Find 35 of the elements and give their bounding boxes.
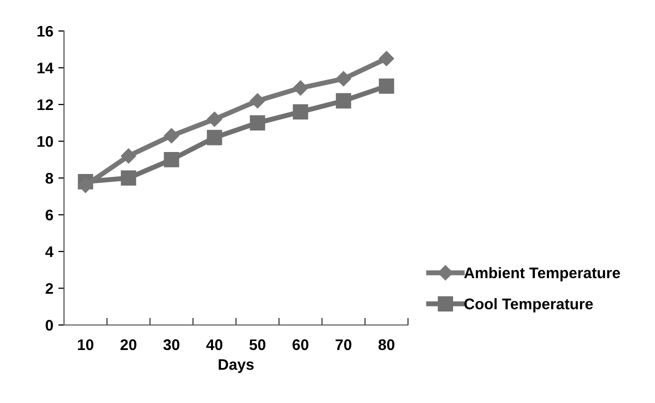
y-tick-label: 4: [45, 246, 54, 258]
x-tick-label: 50: [249, 339, 266, 350]
y-tick-label: 16: [38, 26, 54, 37]
x-tick-label: 40: [206, 339, 222, 350]
point: [206, 130, 222, 146]
y-tick-label: 0: [46, 320, 53, 331]
point: [120, 148, 136, 164]
x-axis-title: Days: [218, 359, 254, 373]
x-tick-label: 20: [120, 339, 136, 350]
y-tick-label: 12: [38, 99, 53, 110]
legend-label: Cool Temperature: [464, 298, 593, 312]
y-tick-label: 14: [38, 62, 54, 74]
legend-label: Ambient Temperature: [464, 267, 620, 282]
point: [250, 115, 266, 131]
point: [378, 50, 394, 66]
x-tick-label: 60: [292, 339, 308, 350]
y-tick-label: 6: [46, 210, 54, 220]
y-tick-label: 8: [46, 172, 54, 184]
y-tick-label: 10: [38, 136, 53, 147]
point: [120, 170, 136, 186]
point: [292, 104, 308, 120]
point: [336, 93, 352, 108]
point: [250, 93, 266, 108]
point: [78, 178, 94, 193]
point: [336, 71, 352, 86]
x-tick-label: 70: [336, 339, 352, 350]
x-tick-label: 80: [378, 339, 394, 350]
point: [378, 78, 394, 94]
point: [292, 80, 308, 96]
x-tick-label: 30: [163, 339, 180, 350]
point: [206, 112, 222, 127]
y-tick-label: 2: [46, 283, 53, 294]
x-tick-label: 10: [78, 339, 94, 350]
point: [164, 152, 180, 168]
point: [164, 128, 180, 144]
